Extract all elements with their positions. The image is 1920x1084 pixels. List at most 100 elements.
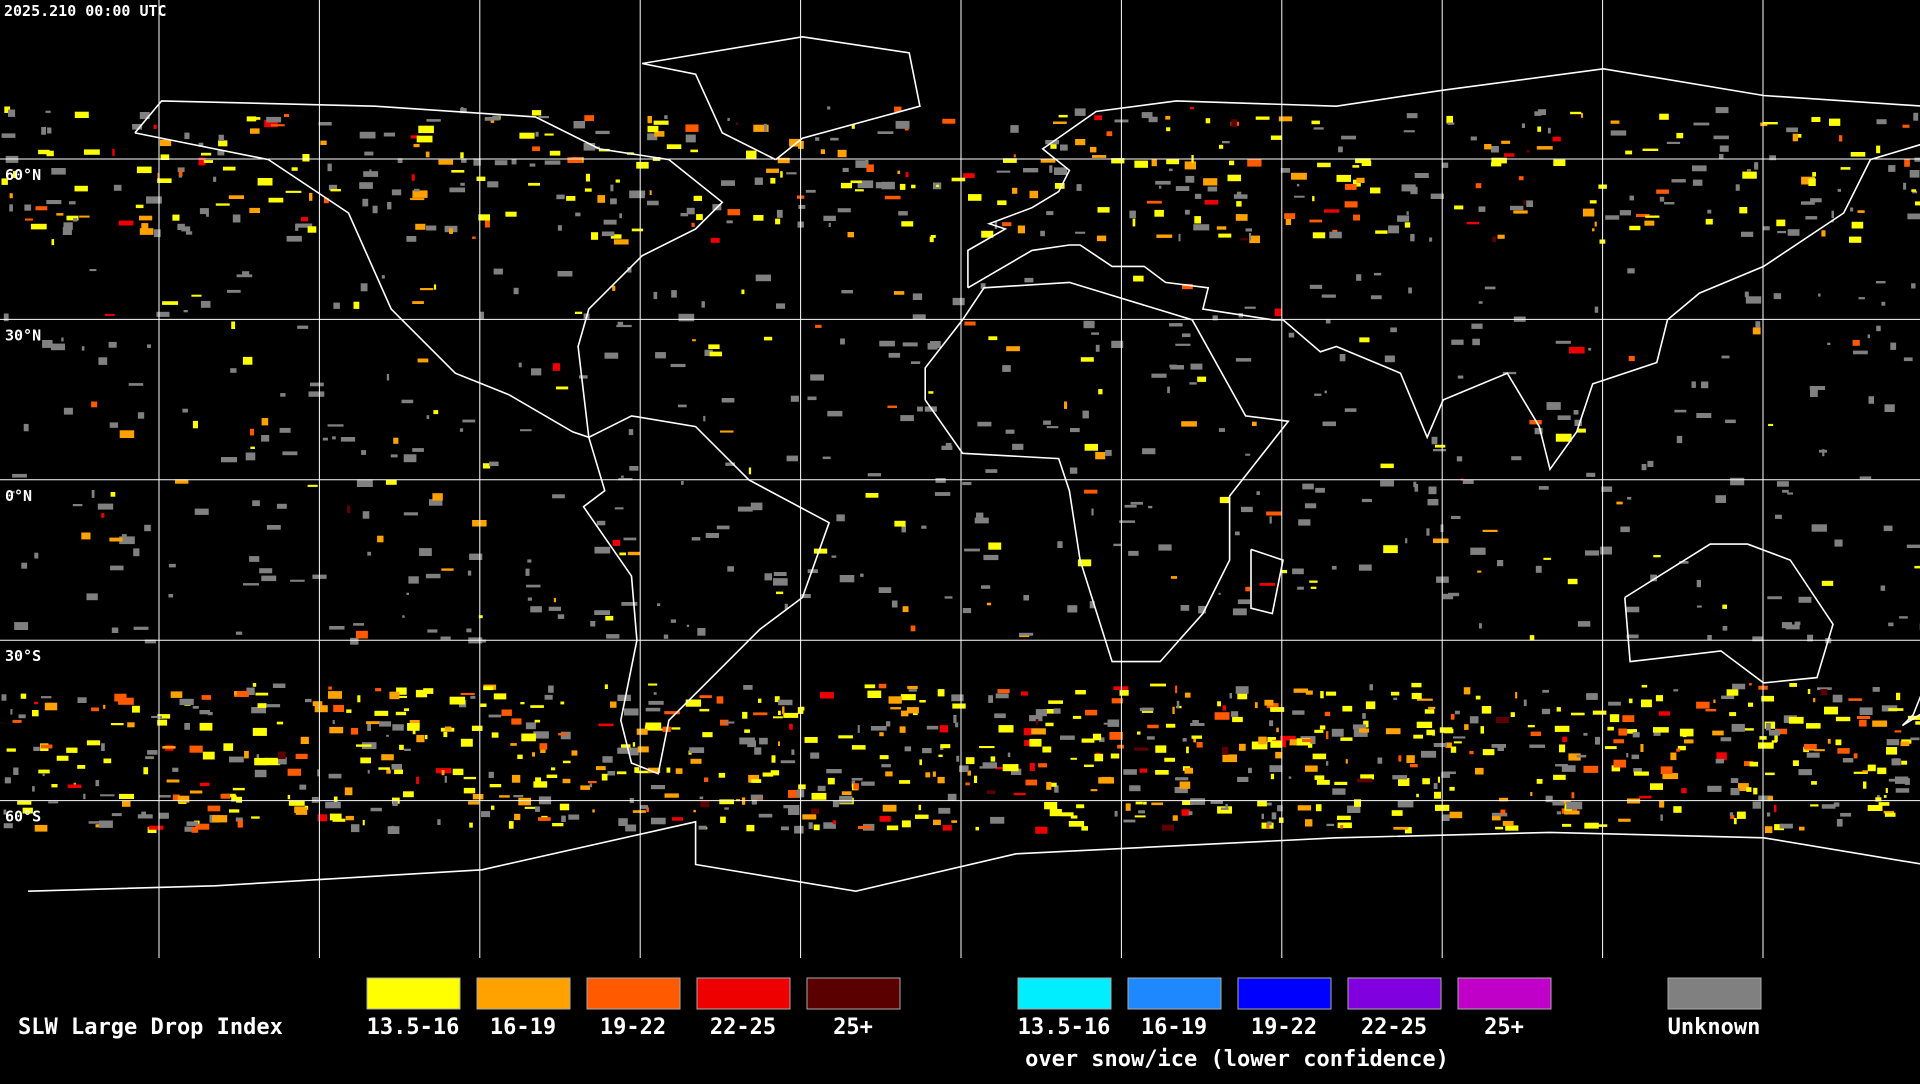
cloud-pixel bbox=[1838, 189, 1841, 192]
cloud-pixel bbox=[406, 593, 409, 595]
cloud-pixel bbox=[556, 195, 564, 200]
cloud-pixel bbox=[902, 526, 907, 533]
cloud-pixel bbox=[393, 438, 398, 444]
cloud-pixel bbox=[373, 206, 378, 214]
cloud-pixel bbox=[1660, 814, 1663, 820]
cloud-pixel bbox=[991, 756, 996, 761]
cloud-pixel bbox=[1595, 222, 1597, 227]
cloud-pixel bbox=[1629, 356, 1635, 361]
cloud-pixel bbox=[699, 826, 707, 830]
cloud-pixel bbox=[1857, 716, 1870, 719]
cloud-pixel bbox=[445, 727, 452, 731]
cloud-pixel bbox=[531, 368, 541, 375]
cloud-pixel bbox=[519, 133, 534, 139]
cloud-pixel bbox=[1247, 159, 1261, 166]
cloud-pixel bbox=[852, 745, 866, 750]
cloud-pixel bbox=[1248, 768, 1252, 773]
cloud-pixel bbox=[1359, 565, 1372, 571]
cloud-pixel bbox=[1047, 426, 1059, 428]
cloud-pixel bbox=[638, 746, 649, 752]
cloud-pixel bbox=[1625, 151, 1632, 155]
cloud-pixel bbox=[1219, 428, 1225, 432]
cloud-pixel bbox=[82, 346, 85, 350]
cloud-pixel bbox=[1793, 134, 1798, 142]
cloud-pixel bbox=[1150, 684, 1166, 687]
legend-label: 19-22 bbox=[600, 1015, 666, 1040]
cloud-pixel bbox=[1217, 806, 1232, 813]
cloud-pixel bbox=[911, 626, 916, 632]
cloud-pixel bbox=[473, 794, 484, 799]
cloud-pixel bbox=[1530, 792, 1532, 796]
cloud-pixel bbox=[442, 770, 445, 775]
cloud-pixel bbox=[1175, 344, 1190, 346]
cloud-pixel bbox=[132, 706, 140, 713]
cloud-pixel bbox=[277, 504, 287, 509]
cloud-pixel bbox=[374, 711, 388, 716]
cloud-pixel bbox=[1553, 775, 1566, 780]
cloud-pixel bbox=[1588, 348, 1591, 351]
cloud-pixel bbox=[1023, 595, 1029, 601]
cloud-pixel bbox=[267, 525, 281, 530]
cloud-pixel bbox=[1147, 736, 1155, 739]
cloud-pixel bbox=[1585, 550, 1599, 555]
cloud-pixel bbox=[443, 732, 447, 737]
cloud-pixel bbox=[1673, 806, 1681, 813]
cloud-pixel bbox=[154, 125, 157, 129]
cloud-pixel bbox=[258, 703, 267, 708]
cloud-pixel bbox=[21, 694, 27, 699]
cloud-pixel bbox=[1812, 172, 1816, 176]
cloud-pixel bbox=[676, 768, 683, 774]
cloud-pixel bbox=[1712, 731, 1724, 736]
cloud-pixel bbox=[417, 136, 433, 143]
legend-swatch bbox=[367, 978, 460, 1009]
cloud-pixel bbox=[147, 344, 151, 348]
cloud-pixel bbox=[98, 504, 113, 510]
cloud-pixel bbox=[286, 191, 302, 193]
cloud-pixel bbox=[1716, 759, 1724, 764]
cloud-pixel bbox=[1075, 139, 1085, 145]
cloud-pixel bbox=[1806, 723, 1821, 729]
cloud-pixel bbox=[73, 504, 83, 506]
cloud-pixel bbox=[1464, 724, 1469, 730]
cloud-pixel bbox=[1481, 726, 1485, 734]
cloud-pixel bbox=[1852, 222, 1864, 229]
cloud-pixel bbox=[781, 827, 789, 831]
cloud-pixel bbox=[1402, 184, 1416, 191]
cloud-pixel bbox=[613, 540, 621, 546]
cloud-pixel bbox=[1660, 197, 1664, 202]
cloud-pixel bbox=[243, 583, 259, 585]
cloud-pixel bbox=[514, 288, 519, 294]
legend-swatch bbox=[1018, 978, 1111, 1009]
cloud-pixel bbox=[1054, 708, 1061, 713]
cloud-pixel bbox=[1720, 146, 1729, 152]
cloud-pixel bbox=[233, 788, 245, 790]
cloud-pixel bbox=[1176, 186, 1190, 191]
cloud-pixel bbox=[976, 827, 980, 831]
cloud-pixel bbox=[1515, 692, 1517, 698]
cloud-pixel bbox=[1131, 502, 1143, 505]
cloud-pixel bbox=[692, 223, 695, 227]
cloud-pixel bbox=[994, 713, 1006, 718]
cloud-pixel bbox=[1645, 216, 1659, 218]
cloud-pixel bbox=[491, 806, 494, 810]
cloud-pixel bbox=[681, 213, 689, 216]
cloud-pixel bbox=[533, 781, 547, 787]
cloud-pixel bbox=[1332, 566, 1337, 570]
cloud-pixel bbox=[127, 722, 134, 727]
cloud-pixel bbox=[637, 729, 648, 735]
cloud-pixel bbox=[905, 746, 912, 751]
cloud-pixel bbox=[1060, 736, 1075, 740]
cloud-pixel bbox=[965, 783, 969, 786]
cloud-pixel bbox=[437, 819, 440, 825]
cloud-pixel bbox=[1653, 555, 1660, 557]
cloud-pixel bbox=[45, 703, 57, 711]
cloud-pixel bbox=[510, 743, 517, 746]
cloud-pixel bbox=[367, 723, 371, 731]
cloud-pixel bbox=[753, 712, 767, 715]
cloud-pixel bbox=[1049, 165, 1052, 173]
cloud-pixel bbox=[1653, 727, 1669, 733]
cloud-pixel bbox=[1479, 206, 1486, 212]
cloud-pixel bbox=[1881, 302, 1885, 306]
cloud-pixel bbox=[1081, 826, 1088, 831]
cloud-pixel bbox=[253, 683, 256, 687]
